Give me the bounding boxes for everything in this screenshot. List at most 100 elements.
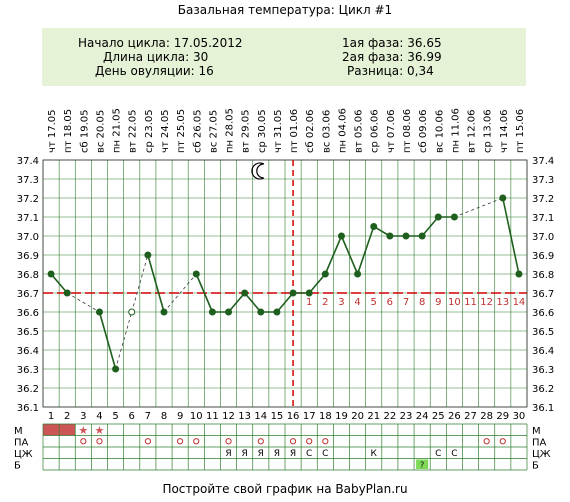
series-segment: [147, 254, 165, 313]
phase-number: 5: [371, 297, 377, 308]
date-label: пт 25.05: [176, 109, 187, 153]
data-point: [305, 289, 313, 297]
day-number: 4: [96, 411, 102, 422]
data-point: [95, 308, 103, 316]
intercourse-circle: [483, 438, 490, 445]
ytick-label-left: 36.1: [17, 403, 39, 414]
menses-cell: [59, 424, 76, 436]
day-number: 20: [351, 411, 364, 422]
series-dashed-segment: [454, 197, 503, 218]
day-number: 30: [513, 411, 526, 422]
star-icon: ★: [95, 424, 105, 437]
data-point: [321, 270, 329, 278]
star-icon: ★: [78, 424, 88, 437]
day-number: 11: [206, 411, 219, 422]
ytick-label-left: 37.4: [17, 156, 39, 167]
ytick-label-right: 36.5: [532, 327, 554, 338]
mucus-label: С: [306, 449, 312, 459]
data-point: [386, 232, 394, 240]
chart-title: Базальная температура: Цикл #1: [178, 3, 392, 17]
series-segment: [50, 273, 68, 294]
day-number: 26: [448, 411, 461, 422]
series-segment: [276, 292, 294, 313]
day-number: 23: [400, 411, 413, 422]
phase-number: 8: [419, 297, 425, 308]
ytick-label-left: 36.7: [17, 289, 39, 300]
ytick-label-right: 36.3: [532, 365, 554, 376]
data-point: [515, 270, 523, 278]
ytick-label-right: 36.2: [532, 384, 554, 395]
cycle-length-row: Длина цикла: 30: [103, 50, 208, 64]
phase-number: 4: [354, 297, 360, 308]
phase2-label: 2ая фаза:: [342, 50, 404, 64]
day-number: 14: [254, 411, 267, 422]
b-marker-text: ?: [420, 461, 424, 470]
series-segment: [421, 216, 439, 237]
day-number: 29: [496, 411, 509, 422]
axis-labels: 36.1 36.1 36.2 36.2 36.3 36.3 36.4 36.4 36.5 36.5…: [17, 108, 555, 422]
mucus-label: Я: [242, 449, 248, 459]
ytick-label-left: 36.4: [17, 346, 39, 357]
phase-number: 3: [338, 297, 344, 308]
ytick-label-right: 37.4: [532, 156, 554, 167]
ytick-label-left: 36.2: [17, 384, 39, 395]
ovulation-day-label: День овуляции:: [95, 64, 195, 78]
date-label: вт 22.05: [128, 109, 139, 153]
ytick-label-right: 36.7: [532, 289, 554, 300]
date-label: чт 24.05: [160, 109, 171, 153]
intercourse-circle: [177, 438, 184, 445]
ovulation-day-row: День овуляции: 16: [95, 64, 214, 78]
ytick-label-left: 36.8: [17, 270, 39, 281]
phase-number: 10: [448, 297, 461, 308]
date-label: пт 18.05: [63, 109, 74, 153]
phase-number: 12: [480, 297, 493, 308]
data-point: [63, 289, 71, 297]
ytick-label-left: 36.6: [17, 308, 39, 319]
data-point: [160, 308, 168, 316]
mucus-label: С: [322, 449, 328, 459]
data-point: [192, 270, 200, 278]
row-label-right: Б: [532, 461, 539, 472]
footer-text: Постройте свой график на BabyPlan.ru: [162, 482, 407, 496]
day-number: 24: [416, 411, 429, 422]
mucus-label: С: [451, 449, 457, 459]
ytick-label-right: 36.4: [532, 346, 554, 357]
day-number: 18: [319, 411, 332, 422]
date-label: вс 03.06: [321, 110, 332, 153]
temperature-series: [47, 194, 523, 373]
diff-row: Разница: 0,34: [347, 64, 434, 78]
day-number: 8: [161, 411, 167, 422]
data-point: [225, 308, 233, 316]
phase-number: 6: [387, 297, 393, 308]
cycle-length-label: Длина цикла:: [103, 50, 190, 64]
day-number: 15: [271, 411, 284, 422]
mucus-label: Я: [290, 449, 296, 459]
ytick-label-left: 36.9: [17, 251, 39, 262]
date-label: пт 08.06: [402, 109, 413, 153]
moon-icon: [251, 162, 265, 180]
mucus-label: Я: [274, 449, 280, 459]
data-point: [257, 308, 265, 316]
data-point: [128, 308, 136, 316]
day-number: 1: [48, 411, 54, 422]
intercourse-circle: [193, 438, 200, 445]
series-segment: [227, 292, 246, 313]
mucus-label: Я: [225, 449, 231, 459]
day-number: 28: [480, 411, 493, 422]
day-number: 17: [303, 411, 316, 422]
ytick-label-right: 37.1: [532, 213, 554, 224]
day-number: 13: [238, 411, 251, 422]
row-label-left: М: [14, 426, 23, 437]
day-number: 10: [190, 411, 203, 422]
mucus-label: К: [371, 449, 378, 459]
series-segment: [324, 235, 343, 275]
ytick-label-right: 36.8: [532, 270, 554, 281]
date-label: чт 14.06: [499, 109, 510, 153]
day-number: 12: [222, 411, 235, 422]
phase-number: 9: [435, 297, 441, 308]
intercourse-circle: [257, 438, 264, 445]
day-number: 5: [112, 411, 118, 422]
series-dashed-segment: [115, 311, 133, 370]
